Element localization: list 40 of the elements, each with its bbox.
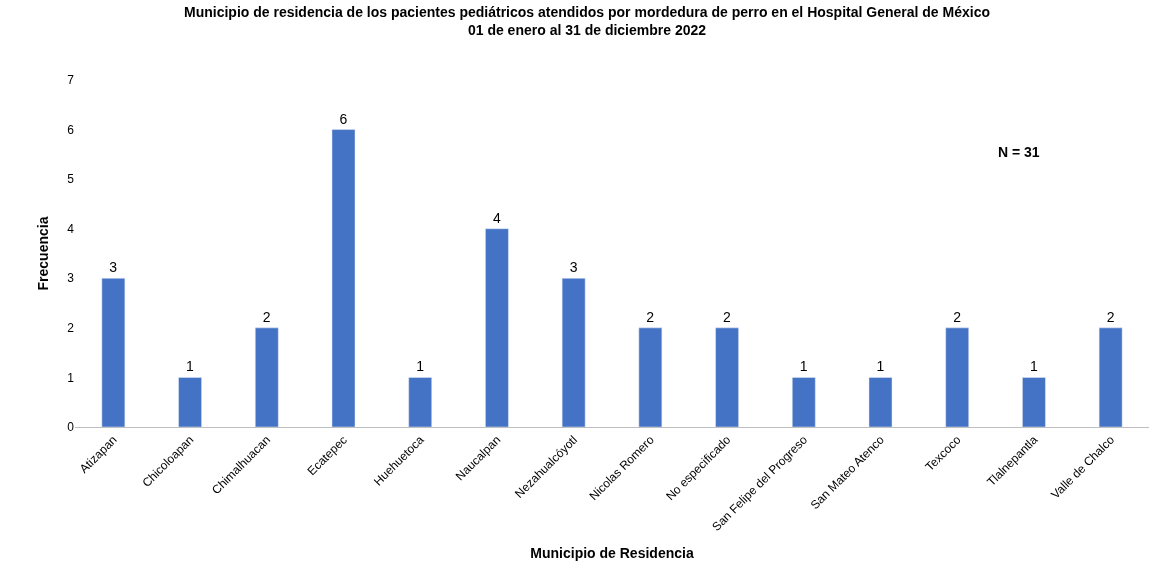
data-label: 2 — [646, 308, 655, 325]
data-label: 2 — [953, 308, 962, 325]
y-tick-label: 1 — [67, 370, 75, 385]
bar — [1098, 327, 1123, 427]
chart-title: Municipio de residencia de los pacientes pediátricos atendidos por mordedura de perro en el Hospital General de México 01 de enero al 31 de diciembre 2022 — [184, 4, 990, 39]
data-label: 2 — [262, 308, 271, 325]
data-label: 1 — [799, 358, 808, 375]
bar — [868, 377, 893, 427]
y-tick-label: 4 — [67, 221, 75, 236]
data-label: 1 — [876, 358, 885, 375]
bar — [408, 377, 432, 427]
bar — [331, 129, 356, 427]
data-label: 3 — [569, 259, 578, 276]
y-tick-label: 7 — [67, 73, 75, 88]
data-label: 1 — [1029, 358, 1038, 375]
y-tick-label: 3 — [67, 271, 75, 286]
bar — [715, 327, 739, 427]
bar — [561, 278, 586, 427]
bar — [255, 327, 279, 427]
bar — [792, 377, 816, 427]
y-tick-label: 2 — [67, 321, 75, 336]
y-tick-label: 6 — [67, 122, 75, 137]
data-label: 2 — [723, 308, 732, 325]
y-tick-label: 5 — [67, 172, 75, 187]
annotation: N = 31 — [998, 144, 1040, 160]
data-label: 1 — [186, 358, 195, 375]
y-axis-title: Frecuencia — [34, 216, 51, 291]
bar — [1022, 377, 1046, 427]
data-label: 3 — [109, 259, 118, 276]
bar — [178, 377, 202, 427]
y-tick-label: 0 — [67, 420, 75, 435]
bar — [945, 327, 969, 427]
data-label: 2 — [1106, 308, 1115, 325]
bar — [485, 228, 509, 427]
data-label: 6 — [339, 110, 348, 127]
bar — [101, 278, 126, 427]
bar — [638, 327, 663, 427]
x-axis-title: Municipio de Residencia — [530, 545, 694, 562]
data-label: 1 — [416, 358, 425, 375]
data-label: 4 — [492, 209, 501, 226]
